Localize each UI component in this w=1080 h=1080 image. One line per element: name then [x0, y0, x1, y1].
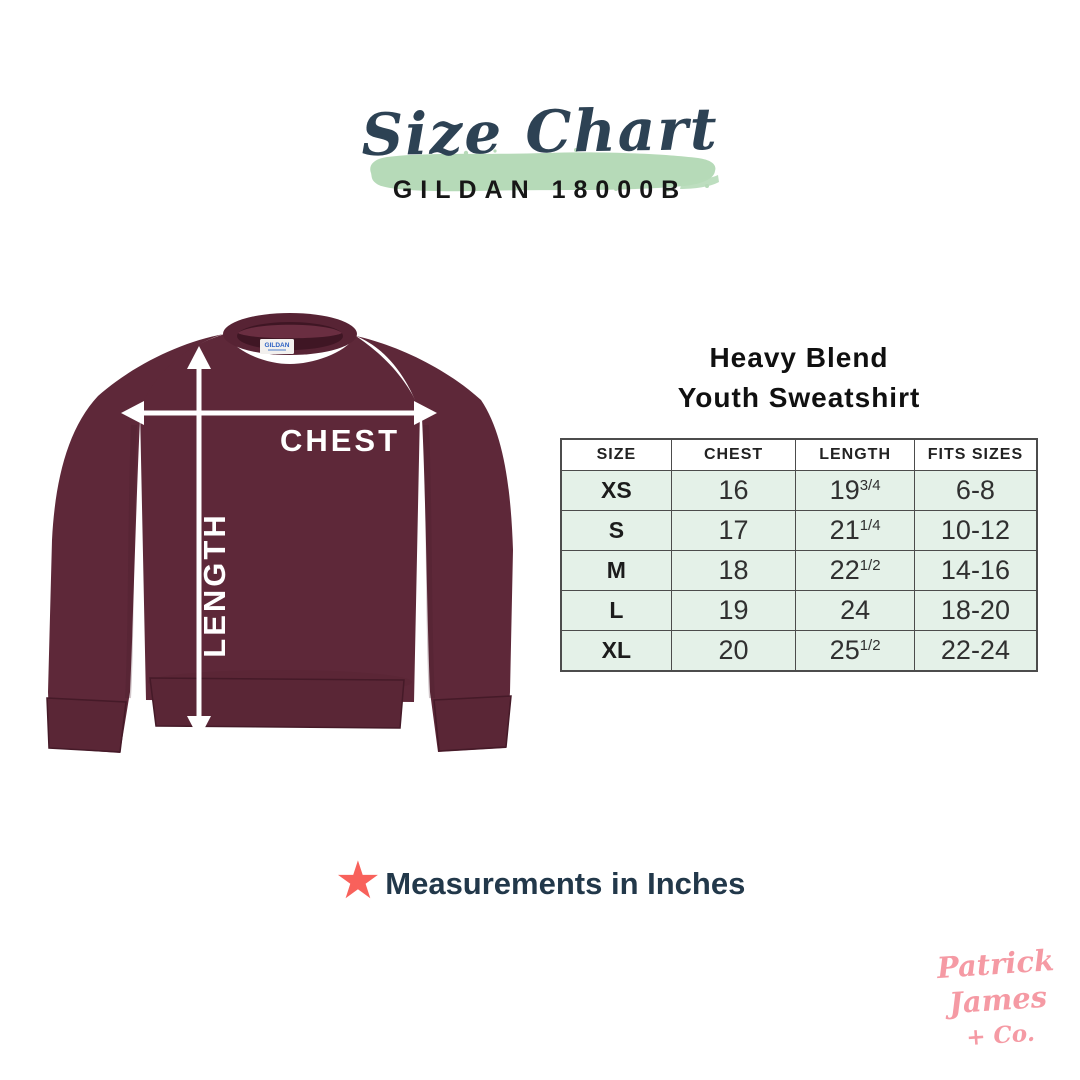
brand-watermark: Patrick James + Co. — [932, 942, 1063, 1058]
cell-size: XS — [560, 470, 672, 511]
length-whole: 24 — [840, 595, 871, 625]
product-heading: Heavy Blend Youth Sweatshirt — [560, 338, 1038, 418]
table-row: XL 20 251/2 22-24 — [560, 630, 1038, 672]
cell-fits: 14-16 — [913, 550, 1038, 591]
table-row: M 18 221/2 14-16 — [560, 550, 1038, 591]
cell-size: M — [560, 550, 672, 591]
cell-chest: 16 — [670, 470, 797, 511]
title-block: Size Chart GILDAN 18000B — [0, 95, 1080, 205]
cell-fits: 18-20 — [913, 590, 1038, 631]
table-row: L 19 24 18-20 — [560, 590, 1038, 631]
right-sleeve — [356, 336, 513, 752]
cell-fits: 10-12 — [913, 510, 1038, 551]
cell-fits: 22-24 — [913, 630, 1038, 672]
cell-size: L — [560, 590, 672, 631]
chest-arrow — [121, 401, 437, 425]
size-table: SIZE CHEST LENGTH FITS SIZES XS 16 193/4… — [560, 438, 1038, 672]
star-icon: ★ — [334, 852, 382, 910]
cell-chest: 17 — [670, 510, 797, 551]
length-fraction: 1/4 — [859, 517, 881, 534]
table-row: S 17 211/4 10-12 — [560, 510, 1038, 551]
header-chest: CHEST — [670, 438, 797, 471]
table-row: XS 16 193/4 6-8 — [560, 470, 1038, 511]
left-cuff — [46, 697, 127, 753]
chest-label: CHEST — [280, 423, 400, 458]
collar-back — [238, 324, 342, 339]
cell-length: 24 — [795, 590, 915, 631]
cell-size: XL — [560, 630, 672, 672]
model-number: GILDAN 18000B — [392, 176, 688, 204]
length-fraction: 1/2 — [859, 637, 881, 654]
green-brush-stroke — [370, 148, 719, 192]
collar-tag: GILDAN — [260, 339, 294, 354]
length-whole: 22 — [829, 555, 860, 585]
length-fraction: 1/2 — [859, 557, 881, 574]
cell-length: 193/4 — [795, 470, 915, 511]
left-fold-shadow — [125, 424, 137, 699]
length-whole: 25 — [829, 635, 860, 665]
hem-band — [149, 677, 405, 729]
length-fraction: 3/4 — [859, 477, 881, 494]
tag-brand-text: GILDAN — [265, 342, 290, 349]
footnote-text: Measurements in Inches — [385, 866, 746, 901]
cell-size: S — [560, 510, 672, 551]
length-label: LENGTH — [197, 512, 232, 657]
right-cuff — [433, 695, 512, 752]
length-whole: 21 — [829, 515, 860, 545]
length-whole: 19 — [829, 475, 860, 505]
cell-length: 211/4 — [795, 510, 915, 551]
length-arrow — [187, 346, 211, 739]
product-line-1: Heavy Blend — [709, 342, 889, 373]
left-sleeve — [48, 334, 224, 753]
cell-fits: 6-8 — [913, 470, 1038, 511]
sweatshirt-illustration: GILDAN CHEST LENGTH — [46, 313, 513, 753]
cell-chest: 19 — [670, 590, 797, 631]
right-fold-shadow — [423, 424, 435, 699]
footnote: ★ Measurements in Inches — [0, 852, 1080, 916]
product-line-2: Youth Sweatshirt — [677, 382, 921, 413]
header-size: SIZE — [560, 438, 672, 471]
sweatshirt-diagram: GILDAN CHEST LENGTH — [40, 300, 540, 770]
header-fits-sizes: FITS SIZES — [913, 438, 1038, 471]
cell-length: 251/2 — [795, 630, 915, 672]
cell-chest: 20 — [670, 630, 797, 672]
torso — [140, 334, 420, 702]
cell-chest: 18 — [670, 550, 797, 591]
page-title: Size Chart — [360, 94, 720, 170]
table-header-row: SIZE CHEST LENGTH FITS SIZES — [560, 438, 1038, 471]
header-length: LENGTH — [795, 438, 915, 471]
cell-length: 221/2 — [795, 550, 915, 591]
